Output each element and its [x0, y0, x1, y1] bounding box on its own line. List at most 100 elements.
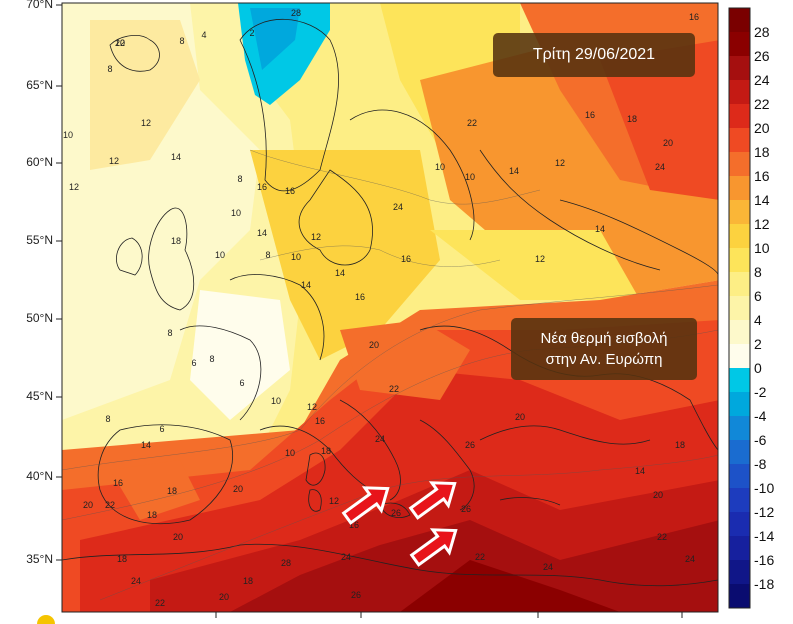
- temperature-colorbar: [728, 7, 751, 609]
- contour-label: 18: [243, 576, 253, 586]
- colorbar-swatch: [729, 56, 750, 80]
- contour-label: 20: [369, 340, 379, 350]
- colorbar-label: 28: [754, 24, 770, 40]
- latitude-label: 35°N: [26, 552, 53, 566]
- arrow-icon: [409, 528, 458, 567]
- contour-label: 20: [663, 138, 673, 148]
- colorbar-swatch: [729, 80, 750, 104]
- lat-ticks: [56, 4, 683, 618]
- colorbar-swatch: [729, 392, 750, 416]
- contour-label: 20: [219, 592, 229, 602]
- colorbar-swatch: [729, 512, 750, 536]
- colorbar-swatch: [729, 224, 750, 248]
- contour-label: 12: [141, 118, 151, 128]
- colorbar-swatch: [729, 560, 750, 584]
- contour-label: 28: [281, 558, 291, 568]
- contour-label: 8: [105, 414, 110, 424]
- coastlines: [62, 18, 718, 587]
- contour-label: 24: [375, 434, 385, 444]
- colorbar-label: 10: [754, 240, 770, 256]
- colorbar-label: 8: [754, 264, 762, 280]
- annotation-box: Νέα θερμή εισβολή στην Αν. Ευρώπη: [511, 318, 697, 380]
- contour-label: 26: [351, 590, 361, 600]
- contour-label: 12: [311, 232, 321, 242]
- colorbar-label: 26: [754, 48, 770, 64]
- contour-label: 20: [233, 484, 243, 494]
- contour-label: 10: [465, 172, 475, 182]
- contour-label: 10: [285, 448, 295, 458]
- contour-label: 20: [515, 412, 525, 422]
- contour-label: 12: [69, 182, 79, 192]
- colorbar-label: 24: [754, 72, 770, 88]
- balkan-warm-region: [340, 320, 470, 400]
- contour-label: 14: [335, 268, 345, 278]
- colorbar-label: 22: [754, 96, 770, 112]
- contour-label: 18: [147, 510, 157, 520]
- contour-label: 16: [349, 520, 359, 530]
- map-panel: [62, 3, 718, 612]
- contour-label: 24: [393, 202, 403, 212]
- contour-label: 6: [239, 378, 244, 388]
- contour-label: 14: [257, 228, 267, 238]
- colorbar-label: -16: [754, 552, 774, 568]
- contour-label: 24: [131, 576, 141, 586]
- contour-label: 18: [627, 114, 637, 124]
- date-label: Τρίτη 29/06/2021: [493, 33, 695, 77]
- colorbar-swatch: [729, 296, 750, 320]
- contour-label: 4: [201, 30, 206, 40]
- latitude-label: 45°N: [26, 389, 53, 403]
- contour-label: 10: [291, 252, 301, 262]
- map-frame: [61, 2, 719, 613]
- contour-label: 20: [173, 532, 183, 542]
- poland-mild-region: [430, 230, 640, 300]
- contour-label: 18: [321, 446, 331, 456]
- contour-label: 14: [141, 440, 151, 450]
- colorbar-label: 0: [754, 360, 762, 376]
- contour-label: 22: [115, 38, 125, 48]
- latitude-label: 65°N: [26, 78, 53, 92]
- contour-label: 14: [301, 280, 311, 290]
- contour-label: 10: [115, 38, 125, 48]
- colorbar-swatch: [729, 272, 750, 296]
- colorbar-label: -14: [754, 528, 774, 544]
- colorbar-swatch: [729, 416, 750, 440]
- colorbar-label: 6: [754, 288, 762, 304]
- contour-label: 8: [265, 250, 270, 260]
- contour-label: 26: [465, 440, 475, 450]
- colorbar-label: -18: [754, 576, 774, 592]
- contour-label: 10: [231, 208, 241, 218]
- colorbar-label: -12: [754, 504, 774, 520]
- contour-label: 26: [461, 504, 471, 514]
- contour-label: 22: [389, 384, 399, 394]
- colorbar-label: 4: [754, 312, 762, 328]
- contour-label: 24: [341, 552, 351, 562]
- contour-label: 24: [655, 162, 665, 172]
- colorbar-label: -4: [754, 408, 767, 424]
- northeast-hotter-region: [600, 40, 718, 200]
- latitude-label: 60°N: [26, 155, 53, 169]
- annotation-line-2: στην Αν. Ευρώπη: [545, 351, 663, 368]
- colorbar-labels: 2826242220181614121086420-2-4-6-8-10-12-…: [754, 24, 774, 592]
- iceland-sea-region: [90, 20, 200, 170]
- contour-label: 12: [307, 402, 317, 412]
- colorbar-swatch: [729, 32, 750, 56]
- contour-label: 14: [635, 466, 645, 476]
- contour-label: 10: [63, 130, 73, 140]
- arrow-icon: [408, 481, 457, 520]
- sahara-hottest-region: [400, 560, 620, 612]
- latitude-labels: 70°N 65°N 60°N 55°N 50°N 45°N 40°N 35°N: [26, 0, 53, 566]
- contour-label: 16: [355, 292, 365, 302]
- colorbar-label: -6: [754, 432, 767, 448]
- contour-label: 12: [109, 156, 119, 166]
- contour-label: 12: [535, 254, 545, 264]
- colorbar-swatch: [729, 200, 750, 224]
- contour-label: 16: [257, 182, 267, 192]
- contour-label: 14: [171, 152, 181, 162]
- contour-label: 8: [237, 174, 242, 184]
- contour-label: 14: [509, 166, 519, 176]
- contour-label: 16: [113, 478, 123, 488]
- colorbar-swatch: [729, 536, 750, 560]
- contour-label: 10: [271, 396, 281, 406]
- latitude-label: 70°N: [26, 0, 53, 11]
- colorbar-swatch: [729, 368, 750, 392]
